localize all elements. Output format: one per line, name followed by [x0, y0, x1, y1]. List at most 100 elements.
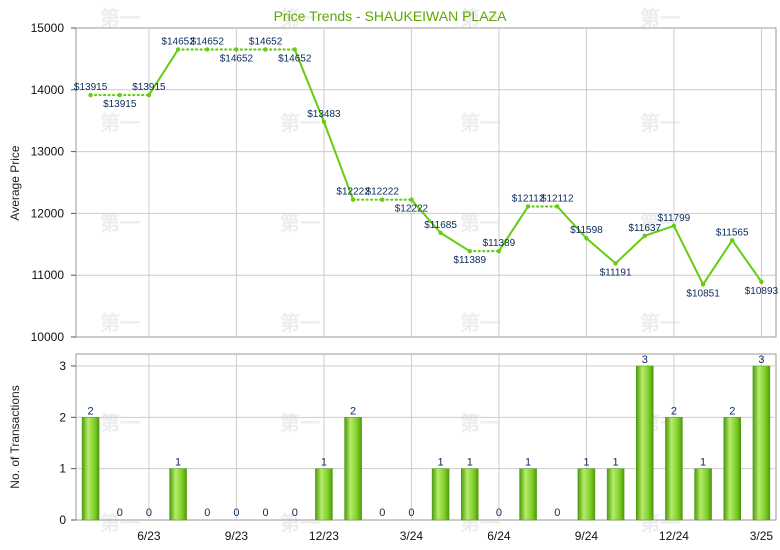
watermark-text: 第一: [280, 311, 320, 335]
bar-value-label: 0: [263, 507, 269, 519]
transactions-y-tick: 0: [59, 513, 66, 527]
bar-value-label: 1: [525, 457, 531, 469]
bar-value-label: 1: [613, 457, 619, 469]
x-tick-label: 12/24: [659, 529, 689, 543]
price-value-label: $11389: [483, 238, 516, 249]
transactions-y-tick: 3: [59, 359, 66, 373]
bar-value-label: 0: [233, 507, 239, 519]
bar-value-label: 0: [117, 507, 123, 519]
price-line-segment: [497, 205, 530, 253]
bar-value-label: 0: [496, 507, 502, 519]
bar-value-label: 1: [583, 457, 589, 469]
price-axis-title: Average Price: [8, 145, 22, 220]
price-line-segment: [556, 205, 588, 240]
price-value-label: $14652: [278, 54, 312, 65]
price-point: [292, 47, 297, 52]
watermark-text: 第一: [100, 211, 140, 235]
price-point: [700, 282, 706, 287]
bar-value-label: 2: [350, 405, 356, 417]
transaction-bar: [606, 468, 625, 521]
transactions-y-tick: 2: [59, 410, 66, 424]
bar-value-label: 1: [175, 457, 181, 469]
bar-value-label: 2: [729, 405, 735, 417]
transaction-bar: [344, 417, 362, 521]
watermark-text: 第一: [280, 511, 320, 535]
price-value-label: $11598: [570, 225, 603, 236]
price-point: [321, 119, 327, 124]
price-point: [438, 230, 443, 236]
bar-value-label: 0: [554, 507, 560, 519]
price-line-segment: [614, 234, 646, 265]
transaction-bar: [519, 468, 537, 521]
price-line-segment: [147, 48, 180, 97]
transaction-bar: [431, 468, 450, 521]
watermark-text: 第一: [640, 6, 680, 30]
price-value-label: $11565: [716, 227, 749, 238]
bar-value-label: 0: [146, 507, 152, 519]
price-y-tick: 14000: [31, 83, 65, 97]
watermark-text: 第一: [280, 6, 320, 30]
price-value-label: $11191: [600, 267, 632, 278]
price-line-segment: [410, 198, 442, 234]
bar-value-label: 2: [88, 405, 94, 417]
watermark-text: 第一: [100, 411, 140, 435]
price-value-label: $14652: [249, 37, 283, 48]
price-point: [671, 223, 677, 229]
transactions-axis-title: No. of Transactions: [8, 385, 22, 488]
price-point: [555, 204, 560, 209]
transaction-bar: [81, 417, 100, 521]
chart-title: Price Trends - SHAUKEIWAN PLAZA: [274, 8, 508, 24]
watermark-text: 第一: [100, 6, 140, 30]
price-value-label: $11799: [658, 213, 691, 224]
watermark-text: 第一: [280, 111, 320, 135]
grid-layer: [76, 28, 776, 520]
price-y-tick: 15000: [31, 21, 65, 35]
price-line-segment: [293, 48, 325, 123]
watermark-text: 第一: [460, 311, 500, 335]
watermark-text: 第一: [460, 6, 500, 30]
price-line-segment: [322, 120, 355, 201]
price-y-axis: 15000 14000 13000 12000 11000 10000: [31, 21, 76, 344]
price-point: [759, 279, 764, 285]
transaction-bar: [461, 468, 479, 521]
price-value-label: $13483: [307, 109, 341, 120]
x-axis: 6/23 9/23 12/23 3/24 6/24 9/24 12/24 3/25: [137, 529, 773, 543]
price-line-series: $13915$13915$13915$14652$14652$14652$146…: [74, 37, 779, 300]
price-value-label: $14652: [220, 54, 254, 65]
price-line-segment: [702, 239, 734, 286]
watermark-text: 第一: [280, 411, 320, 435]
price-y-tick: 13000: [31, 145, 65, 159]
price-point: [350, 197, 356, 202]
price-value-label: $14652: [191, 37, 225, 48]
x-tick-label: 9/23: [225, 529, 249, 543]
watermark-text: 第一: [460, 411, 500, 435]
watermark-text: 第一: [460, 111, 500, 135]
transaction-bar: [315, 468, 333, 521]
price-value-label: $12222: [336, 187, 370, 198]
price-y-tick: 10000: [31, 330, 65, 344]
price-line-segment: [643, 224, 675, 237]
watermark-text: 第一: [100, 111, 140, 135]
price-point: [263, 47, 268, 52]
transaction-bar: [723, 417, 741, 521]
bar-value-label: 3: [758, 354, 764, 366]
price-point: [525, 204, 531, 209]
price-point: [730, 238, 735, 243]
bar-value-label: 1: [321, 457, 327, 469]
price-line-segment: [731, 239, 763, 283]
price-value-label: $10851: [686, 288, 720, 299]
watermark-text: 第一: [100, 511, 140, 535]
price-point: [409, 197, 414, 202]
price-point: [146, 92, 152, 98]
bar-value-label: 1: [700, 457, 706, 469]
price-value-label: $12112: [512, 193, 545, 204]
price-value-label: $11637: [628, 223, 661, 234]
x-tick-label: 6/24: [487, 529, 511, 543]
price-value-label: $13915: [132, 82, 166, 93]
price-value-label: $13915: [103, 99, 137, 110]
price-point: [467, 248, 472, 254]
transaction-bar: [694, 468, 712, 521]
price-line-segment: [672, 224, 705, 286]
transaction-bar: [665, 417, 683, 521]
transactions-plot-frame: [75, 353, 777, 521]
